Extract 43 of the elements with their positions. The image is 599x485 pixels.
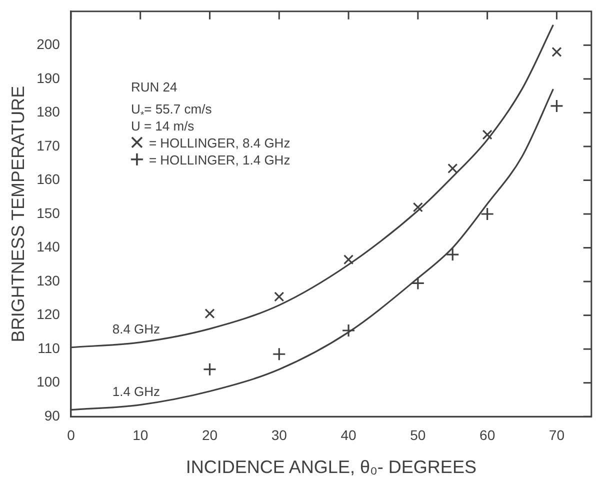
point <box>446 248 460 262</box>
y-tick-label: 170 <box>36 137 60 154</box>
y-tick-label: 180 <box>36 104 60 120</box>
x-tick-label: 50 <box>410 426 426 443</box>
point <box>202 362 217 376</box>
point <box>411 276 425 290</box>
point <box>342 324 356 338</box>
annotation: RUN 24 <box>130 79 178 94</box>
point <box>552 46 562 57</box>
annotation: U = 14 m/s <box>130 118 195 134</box>
x-axis-title: INCIDENCE ANGLE, θ₀- DEGREES <box>186 457 476 478</box>
y-tick-label: 90 <box>44 407 60 424</box>
point <box>412 202 423 212</box>
x-tick-label: 0 <box>67 426 76 443</box>
series-label: 8.4 GHz <box>112 321 160 336</box>
x-tick-label: 10 <box>132 426 148 443</box>
x-tick-label: 20 <box>202 426 218 443</box>
y-tick-label: 200 <box>36 36 60 52</box>
point <box>480 207 494 221</box>
point <box>482 130 492 140</box>
annotation: U*= 55.7 cm/s <box>130 101 212 121</box>
x-tick-label: 40 <box>340 426 357 443</box>
y-tick-label: 190 <box>36 70 60 86</box>
legend-label: = HOLLINGER, 1.4 GHz <box>148 152 290 168</box>
y-axis-title: BRIGHTNESS TEMPERATURE <box>8 86 28 342</box>
y-tick-label: 120 <box>36 306 60 322</box>
y-tick-label: 160 <box>36 171 60 188</box>
point <box>274 292 284 302</box>
y-tick-label: 110 <box>38 340 60 356</box>
x-tick-label: 70 <box>548 426 565 443</box>
y-tick-label: 100 <box>36 374 60 390</box>
legend-label: = HOLLINGER, 8.4 GHz <box>148 135 290 150</box>
point <box>448 163 458 174</box>
point <box>343 254 354 265</box>
point <box>272 347 286 361</box>
y-tick-label: 150 <box>36 204 60 221</box>
series-label: 1.4 GHz <box>112 384 160 399</box>
y-tick-label: 140 <box>36 238 60 255</box>
point <box>204 308 215 319</box>
y-tick-label: 130 <box>36 272 60 288</box>
x-tick-label: 30 <box>271 426 288 443</box>
x-tick-label: 60 <box>480 426 496 443</box>
point <box>550 99 564 113</box>
